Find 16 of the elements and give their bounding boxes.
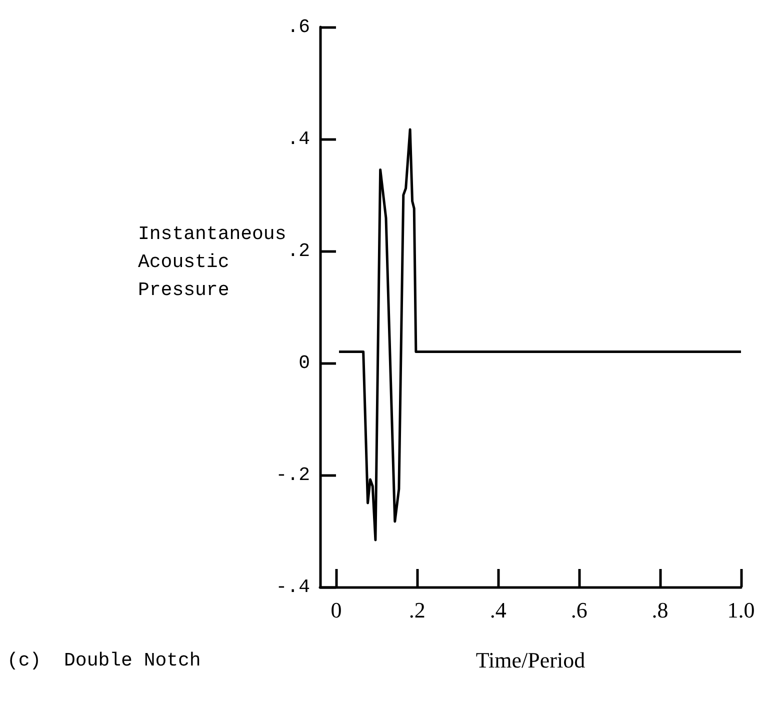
x-tick-label: 0: [330, 598, 342, 622]
y-tick-label: -.4: [276, 576, 310, 598]
y-tick-label: -.2: [276, 464, 310, 486]
line-series: [338, 128, 742, 542]
x-tick-label: .6: [570, 598, 588, 622]
y-axis-title: Instantaneous Acoustic Pressure: [138, 223, 286, 301]
x-tick-label: .4: [490, 598, 506, 622]
x-axis-title: Time/Period: [476, 648, 586, 672]
y-tick-label: .2: [287, 240, 310, 262]
y-tick-label: .6: [287, 16, 310, 38]
x-tick-label: .8: [652, 598, 668, 622]
y-tick-label: 0: [298, 352, 310, 374]
text: (c) Double Notch: [7, 650, 201, 672]
y-tick-label: .4: [287, 128, 310, 150]
x-tick-label: .2: [408, 598, 426, 622]
x-tick-label: 1.0: [727, 598, 755, 622]
